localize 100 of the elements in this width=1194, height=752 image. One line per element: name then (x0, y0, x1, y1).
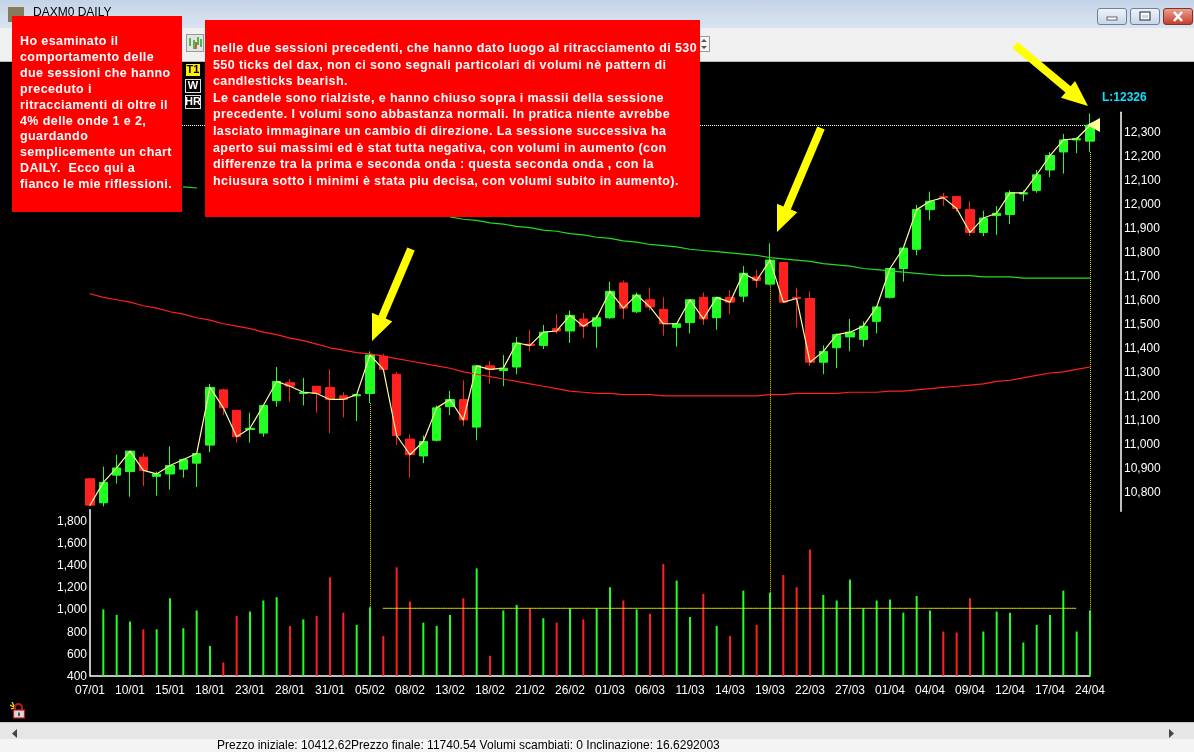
candlestick (1059, 133, 1068, 175)
candlestick (112, 454, 121, 485)
candlestick (699, 292, 708, 326)
x-tick-label: 22/03 (794, 682, 826, 697)
y-tick-label: 11,300 (1124, 364, 1161, 379)
candlestick (232, 409, 241, 444)
candlestick (739, 265, 748, 303)
candlestick (325, 368, 335, 434)
y-tick-label: 11,200 (1124, 388, 1161, 403)
y-tick-label: 11,800 (1124, 244, 1161, 259)
y-tick-label: 400 (66, 668, 88, 683)
y-tick-label: 800 (66, 624, 88, 639)
y-tick-label: 12,000 (1124, 196, 1162, 211)
x-tick-label: 18/02 (474, 682, 506, 697)
candlestick (939, 192, 948, 207)
candlestick (272, 366, 281, 408)
chart-title: DAXM0 DAILY (33, 5, 112, 19)
candlestick (499, 354, 508, 387)
x-tick-label: 17/04 (1034, 682, 1066, 697)
x-tick-label: 06/03 (634, 682, 666, 697)
y-tick-label: 600 (66, 646, 88, 661)
candlestick (99, 466, 108, 507)
ref-line-label: L:12326 (1102, 90, 1148, 105)
candlestick (792, 287, 801, 328)
x-tick-label: 05/02 (354, 682, 386, 697)
candlestick (365, 350, 375, 404)
x-tick-label: 08/02 (394, 682, 426, 697)
candlestick (565, 310, 575, 344)
y-tick-label: 1,000 (56, 602, 88, 617)
candlestick (659, 296, 668, 337)
candlestick (512, 336, 521, 375)
y-tick-label: 11,500 (1124, 316, 1161, 331)
candlestick (859, 320, 868, 348)
candlestick (592, 314, 601, 349)
x-tick-label: 07/01 (74, 682, 106, 697)
y-tick-label: 11,000 (1124, 436, 1161, 451)
candlestick (1045, 151, 1055, 178)
x-tick-label: 27/03 (834, 682, 866, 697)
y-tick-label: 1,600 (56, 535, 88, 550)
x-tick-label: 19/03 (754, 682, 786, 697)
line-series (89, 293, 1091, 397)
candlestick (165, 445, 175, 491)
candlestick (819, 344, 828, 375)
candlestick (952, 195, 961, 213)
y-tick-label: 10,800 (1124, 484, 1162, 499)
candlestick (299, 377, 308, 406)
candlestick (685, 299, 695, 334)
candlestick (899, 247, 908, 283)
candlestick (392, 371, 401, 446)
x-tick-label: 14/03 (714, 682, 746, 697)
candlestick (1072, 137, 1081, 154)
x-tick-label: 23/01 (234, 682, 266, 697)
x-tick-label: 28/01 (274, 682, 306, 697)
candlestick (419, 435, 428, 464)
y-tick-label: 11,600 (1124, 292, 1161, 307)
candlestick (845, 318, 855, 352)
x-tick-label: 12/04 (994, 682, 1026, 697)
x-tick-label: 09/04 (954, 682, 986, 697)
x-tick-label: 10/01 (114, 682, 146, 697)
candlestick (965, 200, 975, 237)
candlestick (1005, 189, 1015, 225)
x-tick-label: 24/04 (1074, 682, 1106, 697)
y-tick-label: 1,400 (56, 558, 88, 573)
candlestick (1032, 169, 1041, 194)
candlestick (472, 365, 481, 441)
candlestick (632, 292, 641, 314)
candlestick (285, 378, 295, 403)
y-tick-label: 1,200 (56, 580, 88, 595)
candlestick (152, 471, 161, 497)
y-tick-label: 12,300 (1124, 124, 1162, 139)
candlestick (125, 450, 135, 498)
x-tick-label: 13/02 (434, 682, 466, 697)
text: Prezzo iniziale: 10412.62Prezzo finale: 11740.54 Volumi scambiati: 0 Inclinazione: 16.6292003 (217, 738, 720, 752)
y-tick-label: 12,200 (1124, 148, 1162, 163)
y-tick-label: 11,400 (1124, 340, 1161, 355)
x-tick-label: 01/04 (874, 682, 906, 697)
candlestick (192, 453, 201, 488)
candlestick (179, 457, 188, 479)
candlestick (312, 385, 321, 414)
candlestick (805, 290, 815, 367)
candlestick (979, 210, 988, 237)
y-tick-label: 10,900 (1124, 460, 1162, 475)
candlestick (872, 306, 881, 334)
candlestick (432, 404, 441, 443)
candlestick (139, 453, 148, 487)
x-tick-label: 18/01 (194, 682, 226, 697)
y-tick-label: 11,100 (1124, 412, 1161, 427)
text: nelle due sessioni precedenti, che hanno dato luogo al ritracciamento di 530 550 ticks del dax, non ci sono segnali particolari di volumi nè pattern di candlesticks bearish. Le candele sono rialziste, e hanno chiuso sopra i massii della sessione precedente. I volumi sono abbastanza normali. In pratica niente avrebbe lasciato immaginare un cambio di direzione. La sessione successiva ha aperto sui massimi ed è stat tutta negativa, con volumi in aumento (con differenze tra la prima e seconda onda : questa seconda onda , con la hciusura sotto i minimi è stata piu decisa, con volumi subito in aumento). (213, 41, 697, 188)
x-tick-label: 04/04 (914, 682, 946, 697)
candlestick (605, 281, 615, 320)
y-tick-label: 11,700 (1124, 268, 1161, 283)
candlestick (779, 261, 788, 303)
x-tick-label: 31/01 (314, 682, 346, 697)
text: Ho esaminato il comportamento delle due sessioni che hanno preceduto i ritracciamenti di oltre il 4% delle onde 1 e 2, guardando semplicemente un chart DAILY. Ecco qui a fianco le mie riflessioni. (20, 34, 173, 192)
candlestick (992, 205, 1001, 236)
candlestick (352, 394, 361, 422)
candlestick (539, 324, 548, 350)
candlestick (205, 383, 215, 453)
y-tick-label: 11,900 (1124, 220, 1161, 235)
x-tick-label: 01/03 (594, 682, 626, 697)
